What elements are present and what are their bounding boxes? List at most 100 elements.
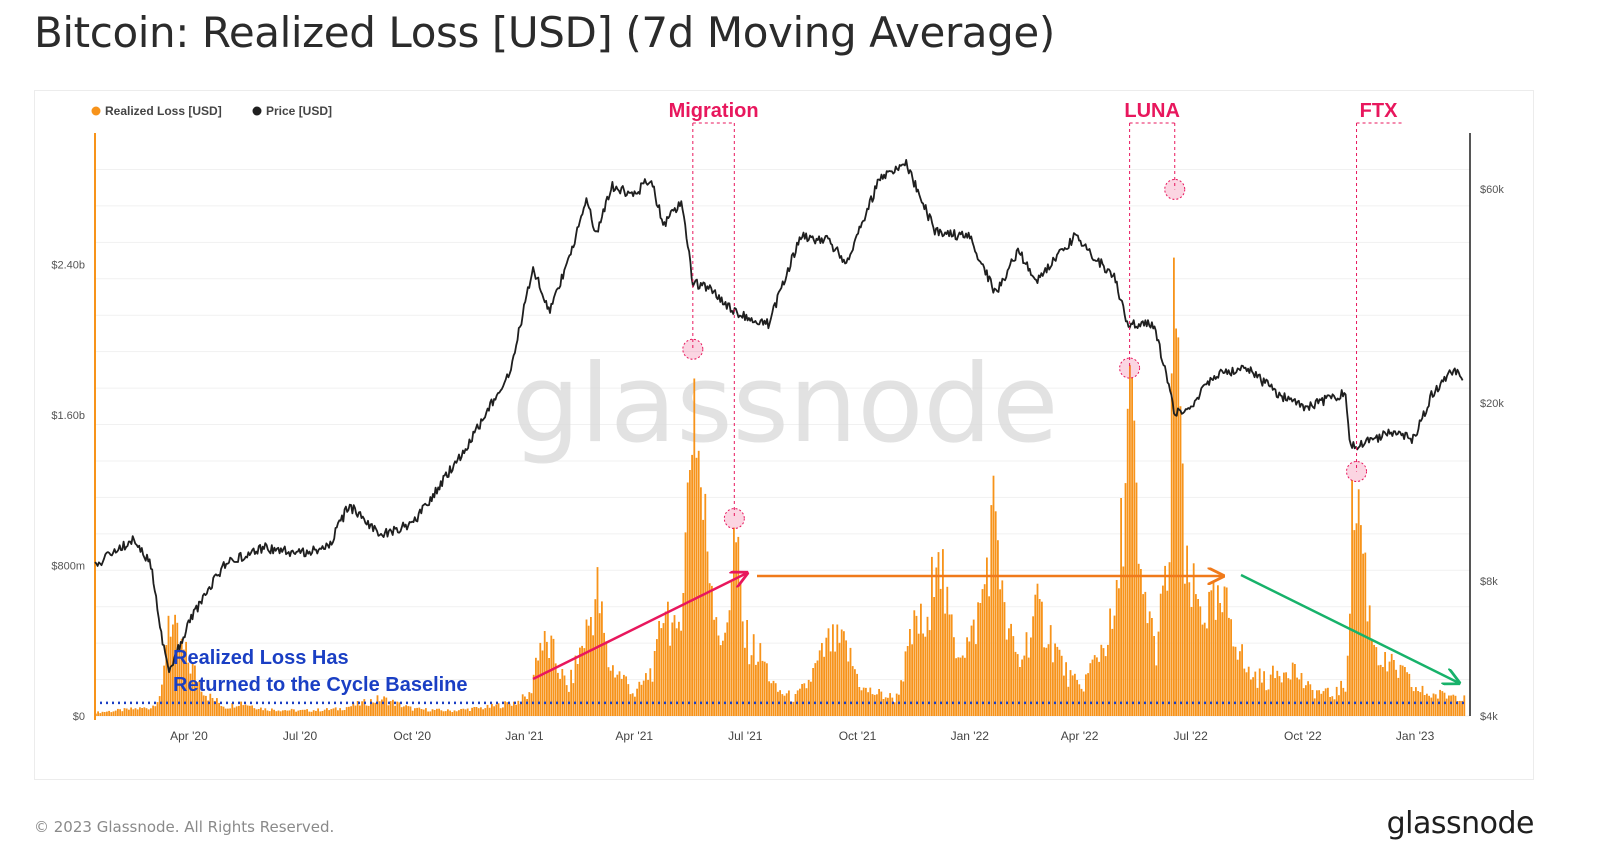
loss-bar bbox=[1014, 651, 1017, 716]
loss-bar bbox=[1335, 686, 1338, 716]
loss-bar bbox=[112, 711, 115, 716]
loss-bar bbox=[722, 640, 724, 716]
loss-bar bbox=[400, 707, 403, 716]
loss-bar bbox=[213, 700, 216, 716]
loss-bar bbox=[1146, 623, 1149, 716]
baseline-callout-text: Realized Loss Has bbox=[173, 647, 349, 669]
event-label: FTX bbox=[1360, 100, 1398, 122]
legend-swatch bbox=[91, 106, 101, 116]
event-annotations: Great Miner Migration LUNA FTX bbox=[658, 91, 1402, 530]
loss-bar bbox=[1415, 687, 1417, 716]
loss-bar bbox=[711, 585, 713, 716]
loss-bar bbox=[392, 699, 394, 716]
loss-bar bbox=[931, 556, 933, 716]
loss-bar bbox=[326, 708, 328, 716]
loss-bar bbox=[779, 690, 781, 716]
loss-bar bbox=[1080, 688, 1083, 716]
loss-bar bbox=[1115, 580, 1118, 716]
loss-bar bbox=[836, 624, 839, 716]
loss-bar bbox=[1098, 661, 1100, 716]
loss-bar bbox=[895, 693, 898, 716]
loss-bar bbox=[1206, 628, 1208, 716]
loss-bar bbox=[1054, 643, 1056, 716]
loss-bar bbox=[1144, 591, 1147, 716]
loss-bar bbox=[117, 708, 119, 716]
loss-bar bbox=[1036, 583, 1039, 716]
loss-bar bbox=[713, 619, 715, 716]
loss-bar bbox=[198, 680, 201, 716]
y-axis-right: $4k $8k $20k $60k bbox=[1469, 133, 1504, 723]
loss-bar bbox=[253, 708, 256, 716]
loss-bar bbox=[1265, 690, 1268, 716]
loss-bar bbox=[994, 511, 997, 716]
loss-bar bbox=[913, 610, 916, 716]
loss-bar bbox=[669, 645, 671, 716]
x-axis: Apr '20 Jul '20 Oct '20 Jan '21 Apr '21 Jul '… bbox=[170, 729, 1434, 743]
loss-bar bbox=[1021, 659, 1023, 716]
y-axis-left: $0 $800m $1.60b $2.40b bbox=[51, 260, 85, 723]
loss-bar bbox=[704, 493, 707, 716]
loss-bar bbox=[1408, 673, 1411, 716]
loss-bar bbox=[1333, 699, 1336, 716]
gridlines bbox=[95, 168, 1470, 717]
loss-bar bbox=[763, 661, 766, 716]
loss-bar bbox=[801, 684, 803, 716]
loss-bar bbox=[1397, 677, 1400, 716]
loss-bar bbox=[906, 646, 909, 716]
loss-bar bbox=[1285, 672, 1287, 716]
loss-bar bbox=[486, 704, 489, 716]
loss-bar bbox=[381, 699, 383, 716]
loss-bar bbox=[684, 532, 687, 716]
loss-bar bbox=[1236, 659, 1239, 716]
loss-bar bbox=[607, 667, 610, 716]
loss-bar bbox=[442, 711, 445, 716]
loss-bar bbox=[1366, 621, 1369, 716]
loss-bar bbox=[1159, 593, 1162, 716]
loss-bar bbox=[521, 694, 524, 716]
loss-bar bbox=[944, 613, 946, 716]
legend: Realized Loss [USD] Price [USD] bbox=[91, 104, 332, 118]
loss-bar bbox=[1459, 700, 1461, 716]
loss-bar bbox=[304, 709, 306, 716]
loss-bar bbox=[1197, 599, 1199, 716]
realized-loss-bars bbox=[95, 257, 1466, 716]
loss-bar bbox=[154, 706, 157, 716]
y-left-tick-label: $2.40b bbox=[51, 260, 85, 272]
y-right-tick-label: $60k bbox=[1480, 184, 1504, 196]
loss-bar bbox=[251, 705, 253, 716]
event-peak-circle bbox=[1346, 461, 1368, 483]
loss-bar bbox=[427, 711, 429, 716]
loss-bar bbox=[1406, 672, 1408, 716]
loss-bar bbox=[992, 475, 995, 716]
loss-bar bbox=[1192, 563, 1195, 716]
loss-bar bbox=[1045, 647, 1048, 716]
loss-bar bbox=[647, 679, 649, 716]
loss-bar bbox=[530, 693, 533, 716]
x-tick-label: Apr '22 bbox=[1061, 729, 1099, 743]
loss-bar bbox=[1170, 373, 1173, 716]
loss-bar bbox=[1417, 691, 1419, 716]
loss-bar bbox=[517, 700, 520, 716]
loss-bar bbox=[1034, 594, 1037, 716]
loss-bar bbox=[238, 705, 240, 716]
watermark-text: glassnode bbox=[512, 342, 1059, 467]
loss-bar bbox=[464, 709, 467, 716]
loss-bar bbox=[1047, 644, 1050, 716]
loss-bar bbox=[337, 710, 339, 716]
loss-bar bbox=[372, 702, 374, 716]
loss-bar bbox=[616, 674, 619, 716]
loss-bar bbox=[1113, 615, 1116, 716]
loss-bar bbox=[603, 632, 605, 716]
loss-bar bbox=[1008, 628, 1010, 716]
x-tick-label: Jan '21 bbox=[505, 729, 544, 743]
loss-bar bbox=[939, 588, 942, 716]
loss-bar bbox=[1390, 653, 1393, 716]
event-peak-circle bbox=[723, 508, 745, 530]
event-peak-circle bbox=[1164, 178, 1186, 200]
loss-bar bbox=[739, 581, 742, 716]
y-left-tick-label: $1.60b bbox=[51, 410, 85, 422]
loss-bar bbox=[189, 673, 192, 716]
loss-bar bbox=[1379, 664, 1382, 716]
loss-bar bbox=[990, 505, 993, 716]
loss-bar bbox=[988, 596, 990, 716]
